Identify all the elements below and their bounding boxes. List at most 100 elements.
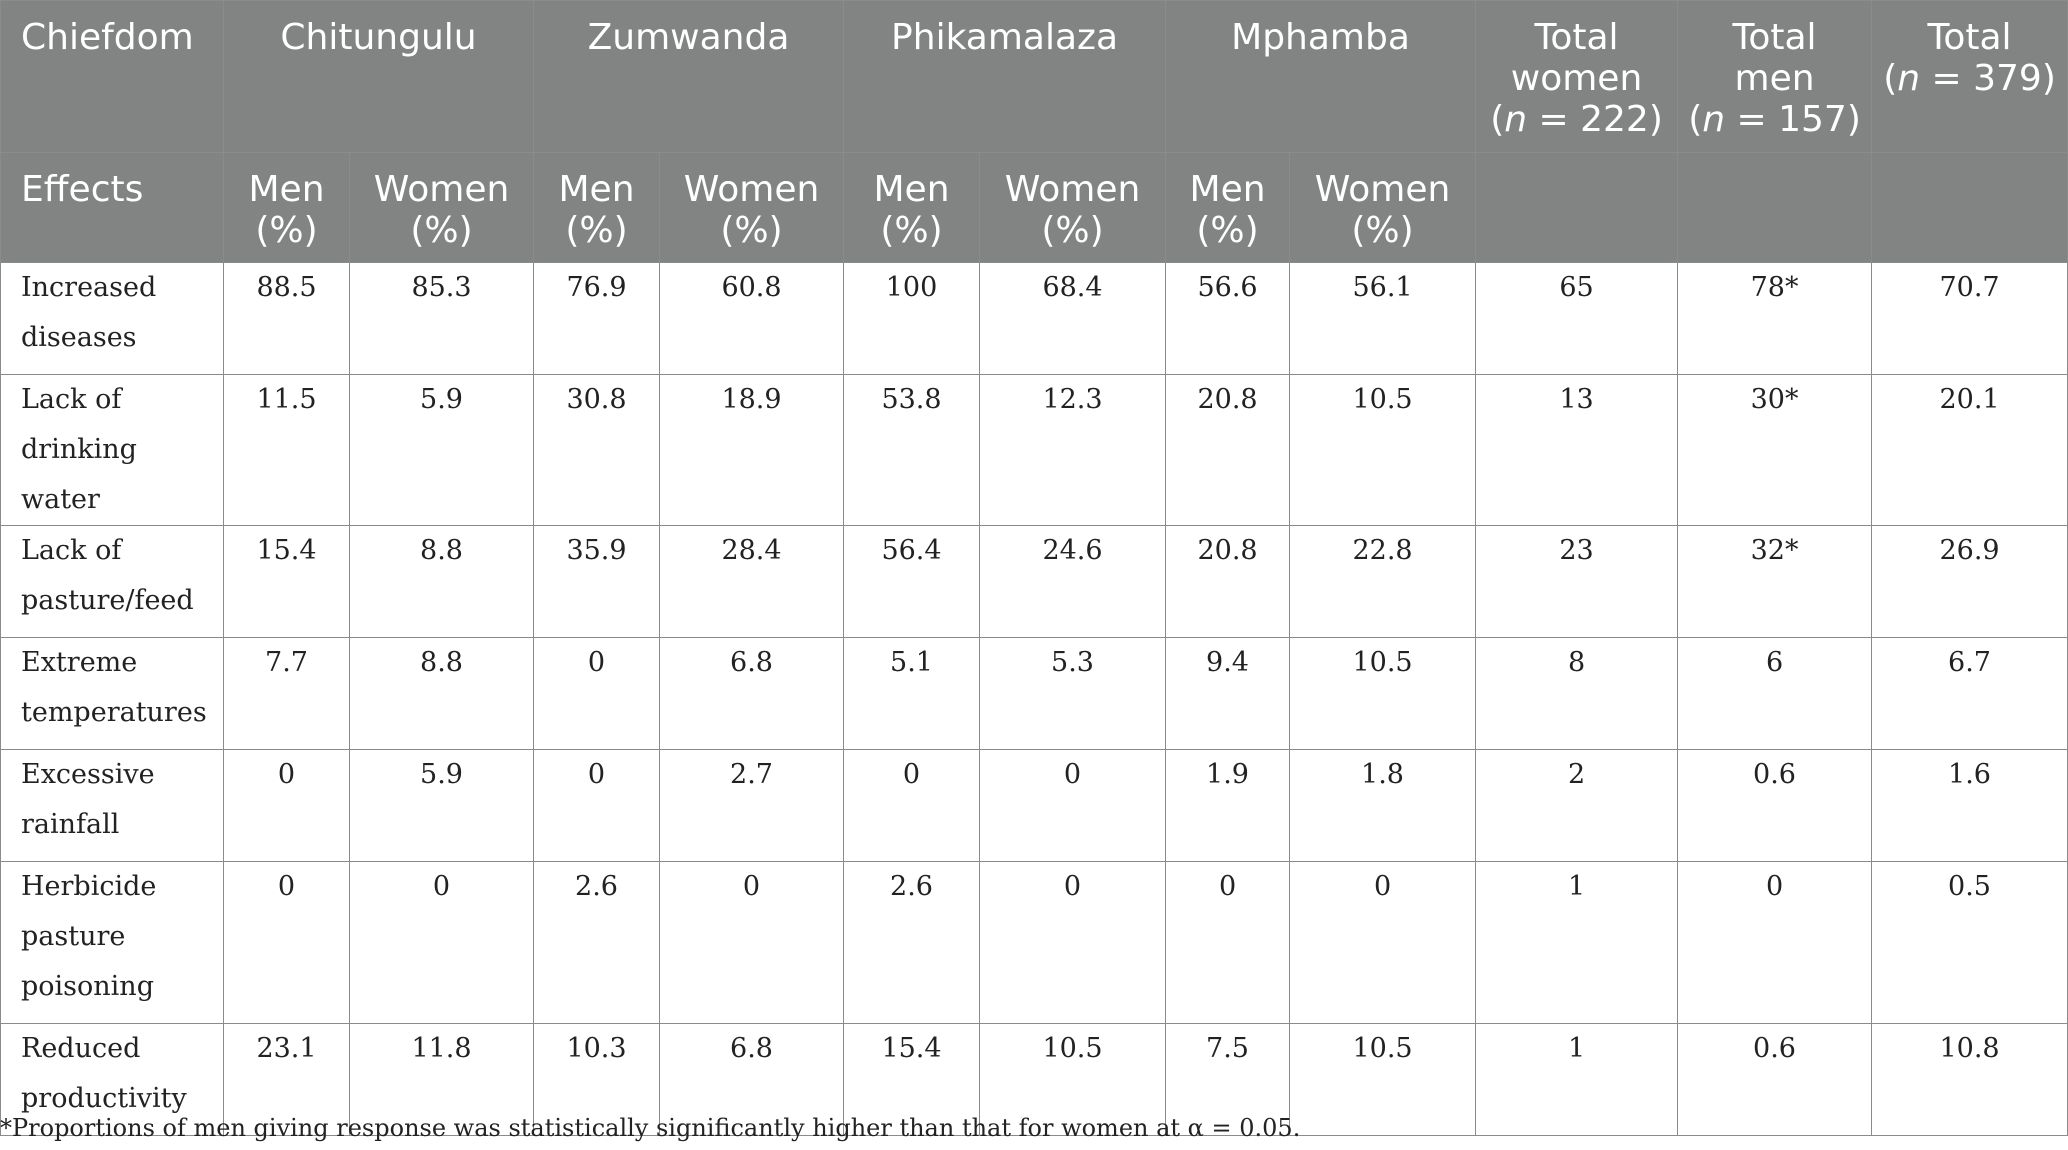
- table-cell: 13: [1475, 374, 1679, 526]
- total-men-n: (n = 157): [1678, 99, 1871, 140]
- women-label: Women: [373, 169, 510, 210]
- table-row: Herbicide pasture poisoning 0 0 2.6 0 2.6 0 0 0 1 0 0…: [0, 861, 2068, 1024]
- total-n-symbol: n: [1897, 58, 1921, 99]
- effect-label-line: Lack of: [21, 535, 122, 566]
- phikamalaza-men-header: Men (%): [843, 152, 981, 263]
- total-header: Total (n = 379): [1871, 0, 2068, 153]
- effect-label-line: Extreme: [21, 647, 138, 678]
- table-footnote: *Proportions of men giving response was …: [0, 1114, 1301, 1142]
- effect-label: Excessive rainfall: [0, 749, 224, 862]
- total-sub-header: [1871, 152, 2068, 263]
- table-cell: 0: [659, 861, 845, 1024]
- table-cell: 10.5: [1289, 1023, 1477, 1136]
- table-cell: 10.3: [533, 1023, 661, 1136]
- table-cell: 20.8: [1165, 525, 1291, 638]
- men-label: Men: [558, 169, 635, 210]
- effect-label-line: diseases: [21, 322, 137, 353]
- table-cell: 9.4: [1165, 637, 1291, 750]
- mphamba-women-header: Women (%): [1289, 152, 1477, 263]
- table-cell: 6.8: [659, 637, 845, 750]
- table-cell: 88.5: [223, 262, 350, 375]
- total-women-n-value: = 222): [1527, 99, 1663, 140]
- table-cell: 0: [533, 749, 661, 862]
- chitungulu-women-header: Women (%): [348, 152, 535, 263]
- table-cell: 28.4: [659, 525, 845, 638]
- table-cell: 0: [979, 749, 1167, 862]
- table-cell: 100: [843, 262, 981, 375]
- table-cell: 10.5: [1289, 637, 1477, 750]
- pct-label: (%): [565, 210, 628, 251]
- header-row-sex: Effects Men (%) Women (%) Men (%) Women (%) …: [0, 152, 2068, 263]
- mphamba-men-header: Men (%): [1165, 152, 1291, 263]
- effect-label: Reduced productivity: [0, 1023, 224, 1136]
- table-row: Lack of pasture/feed 15.4 8.8 35.9 28.4 56.4 24…: [0, 525, 2068, 638]
- table-cell: 1: [1475, 861, 1679, 1024]
- table-cell: 2.6: [843, 861, 981, 1024]
- table-cell: 6.8: [659, 1023, 845, 1136]
- total-women-header: Total women (n = 222): [1475, 0, 1679, 153]
- table-cell: 0: [1677, 861, 1873, 1024]
- table-cell: 65: [1475, 262, 1679, 375]
- table-cell: 76.9: [533, 262, 661, 375]
- table-cell: 0: [348, 861, 535, 1024]
- table-cell: 24.6: [979, 525, 1167, 638]
- table-cell: 15.4: [843, 1023, 981, 1136]
- women-label: Women: [683, 169, 820, 210]
- table-cell: 56.1: [1289, 262, 1477, 375]
- table-cell: 6.7: [1871, 637, 2068, 750]
- total-women-line1: Total: [1534, 17, 1619, 58]
- pct-label: (%): [1196, 210, 1259, 251]
- effect-label: Lack of drinking water: [0, 374, 224, 526]
- pct-label: (%): [720, 210, 783, 251]
- chiefdom-phikamalaza-header: Phikamalaza: [843, 0, 1167, 153]
- effect-label-line: rainfall: [21, 809, 120, 840]
- effect-label-line: Reduced: [21, 1033, 141, 1064]
- zumwanda-men-header: Men (%): [533, 152, 661, 263]
- table-cell: 22.8: [1289, 525, 1477, 638]
- total-women-n-open: (: [1490, 99, 1505, 140]
- effect-label-line: pasture: [21, 921, 126, 952]
- table-cell: 56.4: [843, 525, 981, 638]
- header-row-chiefdom: Chiefdom Chitungulu Zumwanda Phikamalaza…: [0, 0, 2068, 153]
- effect-label-line: poisoning: [21, 971, 154, 1002]
- effect-label-line: productivity: [21, 1083, 187, 1114]
- table-row: Excessive rainfall 0 5.9 0 2.7 0 0 1.9 1.8 2 0.6 1.6: [0, 749, 2068, 862]
- table-cell: 0.6: [1677, 1023, 1873, 1136]
- total-women-n-symbol: n: [1504, 99, 1528, 140]
- table-row: Reduced productivity 23.1 11.8 10.3 6.8 15.4 10…: [0, 1023, 2068, 1136]
- table-cell: 8.8: [348, 637, 535, 750]
- table-cell: 6: [1677, 637, 1873, 750]
- table-cell: 30*: [1677, 374, 1873, 526]
- chiefdom-chitungulu-header: Chitungulu: [222, 0, 535, 153]
- table-cell: 0: [223, 749, 350, 862]
- table-cell: 23: [1475, 525, 1679, 638]
- pct-label: (%): [1351, 210, 1414, 251]
- table-cell: 56.6: [1165, 262, 1291, 375]
- table-cell: 1.9: [1165, 749, 1291, 862]
- table-cell: 1.6: [1871, 749, 2068, 862]
- men-label: Men: [1189, 169, 1266, 210]
- table-cell: 10.5: [1289, 374, 1477, 526]
- table-cell: 0: [1165, 861, 1291, 1024]
- table-cell: 20.8: [1165, 374, 1291, 526]
- table-row: Increased diseases 88.5 85.3 76.9 60.8 100 68.4…: [0, 262, 2068, 375]
- chiefdom-zumwanda-header: Zumwanda: [533, 0, 845, 153]
- table-cell: 35.9: [533, 525, 661, 638]
- effect-label-line: Increased: [21, 272, 157, 303]
- table-cell: 5.3: [979, 637, 1167, 750]
- phikamalaza-women-header: Women (%): [979, 152, 1167, 263]
- table-cell: 7.7: [223, 637, 350, 750]
- table-cell: 0: [533, 637, 661, 750]
- table-cell: 5.9: [348, 749, 535, 862]
- chiefdom-header: Chiefdom: [0, 0, 224, 153]
- table-cell: 12.3: [979, 374, 1167, 526]
- table-cell: 26.9: [1871, 525, 2068, 638]
- pct-label: (%): [1041, 210, 1104, 251]
- effect-label-line: pasture/feed: [21, 585, 194, 616]
- table-cell: 23.1: [223, 1023, 350, 1136]
- pct-label: (%): [880, 210, 943, 251]
- table-row: Lack of drinking water 11.5 5.9 30.8 18.9 53.8…: [0, 374, 2068, 526]
- table-header: Chiefdom Chitungulu Zumwanda Phikamalaza…: [0, 0, 2068, 263]
- total-women-sub-header: [1475, 152, 1679, 263]
- table-cell: 60.8: [659, 262, 845, 375]
